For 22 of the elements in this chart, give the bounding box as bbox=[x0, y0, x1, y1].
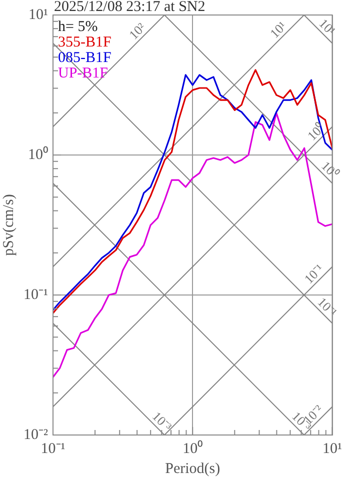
y-axis-title: pSv(cm/s) bbox=[0, 194, 17, 256]
y-tick-label: 10¹ bbox=[28, 6, 48, 23]
x-tick-label: 10⁻¹ bbox=[40, 440, 66, 457]
annotation: 10² bbox=[126, 20, 148, 42]
annotation: 10⁰ bbox=[304, 120, 328, 144]
annotation: 10⁻³ bbox=[149, 408, 175, 434]
y-tick-label: 10⁰ bbox=[28, 146, 48, 163]
x-axis-title: Period(s) bbox=[165, 460, 220, 477]
text: 085-B1F bbox=[58, 50, 112, 66]
chart-title: 2025/12/08 23:17 at SN2 bbox=[54, 0, 206, 15]
annotation: 10⁰ bbox=[318, 158, 342, 182]
annotation: 10⁻¹ bbox=[301, 261, 327, 287]
text: UP-B1F bbox=[58, 65, 108, 82]
y-tick-label: 10⁻² bbox=[24, 426, 48, 443]
annotation: 10⁻¹ bbox=[314, 294, 340, 320]
x-tick-label: 10¹ bbox=[322, 440, 342, 457]
x-tick-label: 10⁰ bbox=[182, 440, 203, 457]
y-tick-label: 10⁻¹ bbox=[24, 286, 48, 303]
annotation: 10¹ bbox=[266, 18, 290, 41]
annotation: h= 5% bbox=[58, 18, 98, 35]
text: 355-B1F bbox=[58, 34, 112, 50]
annotation: 10¹ bbox=[316, 16, 339, 38]
